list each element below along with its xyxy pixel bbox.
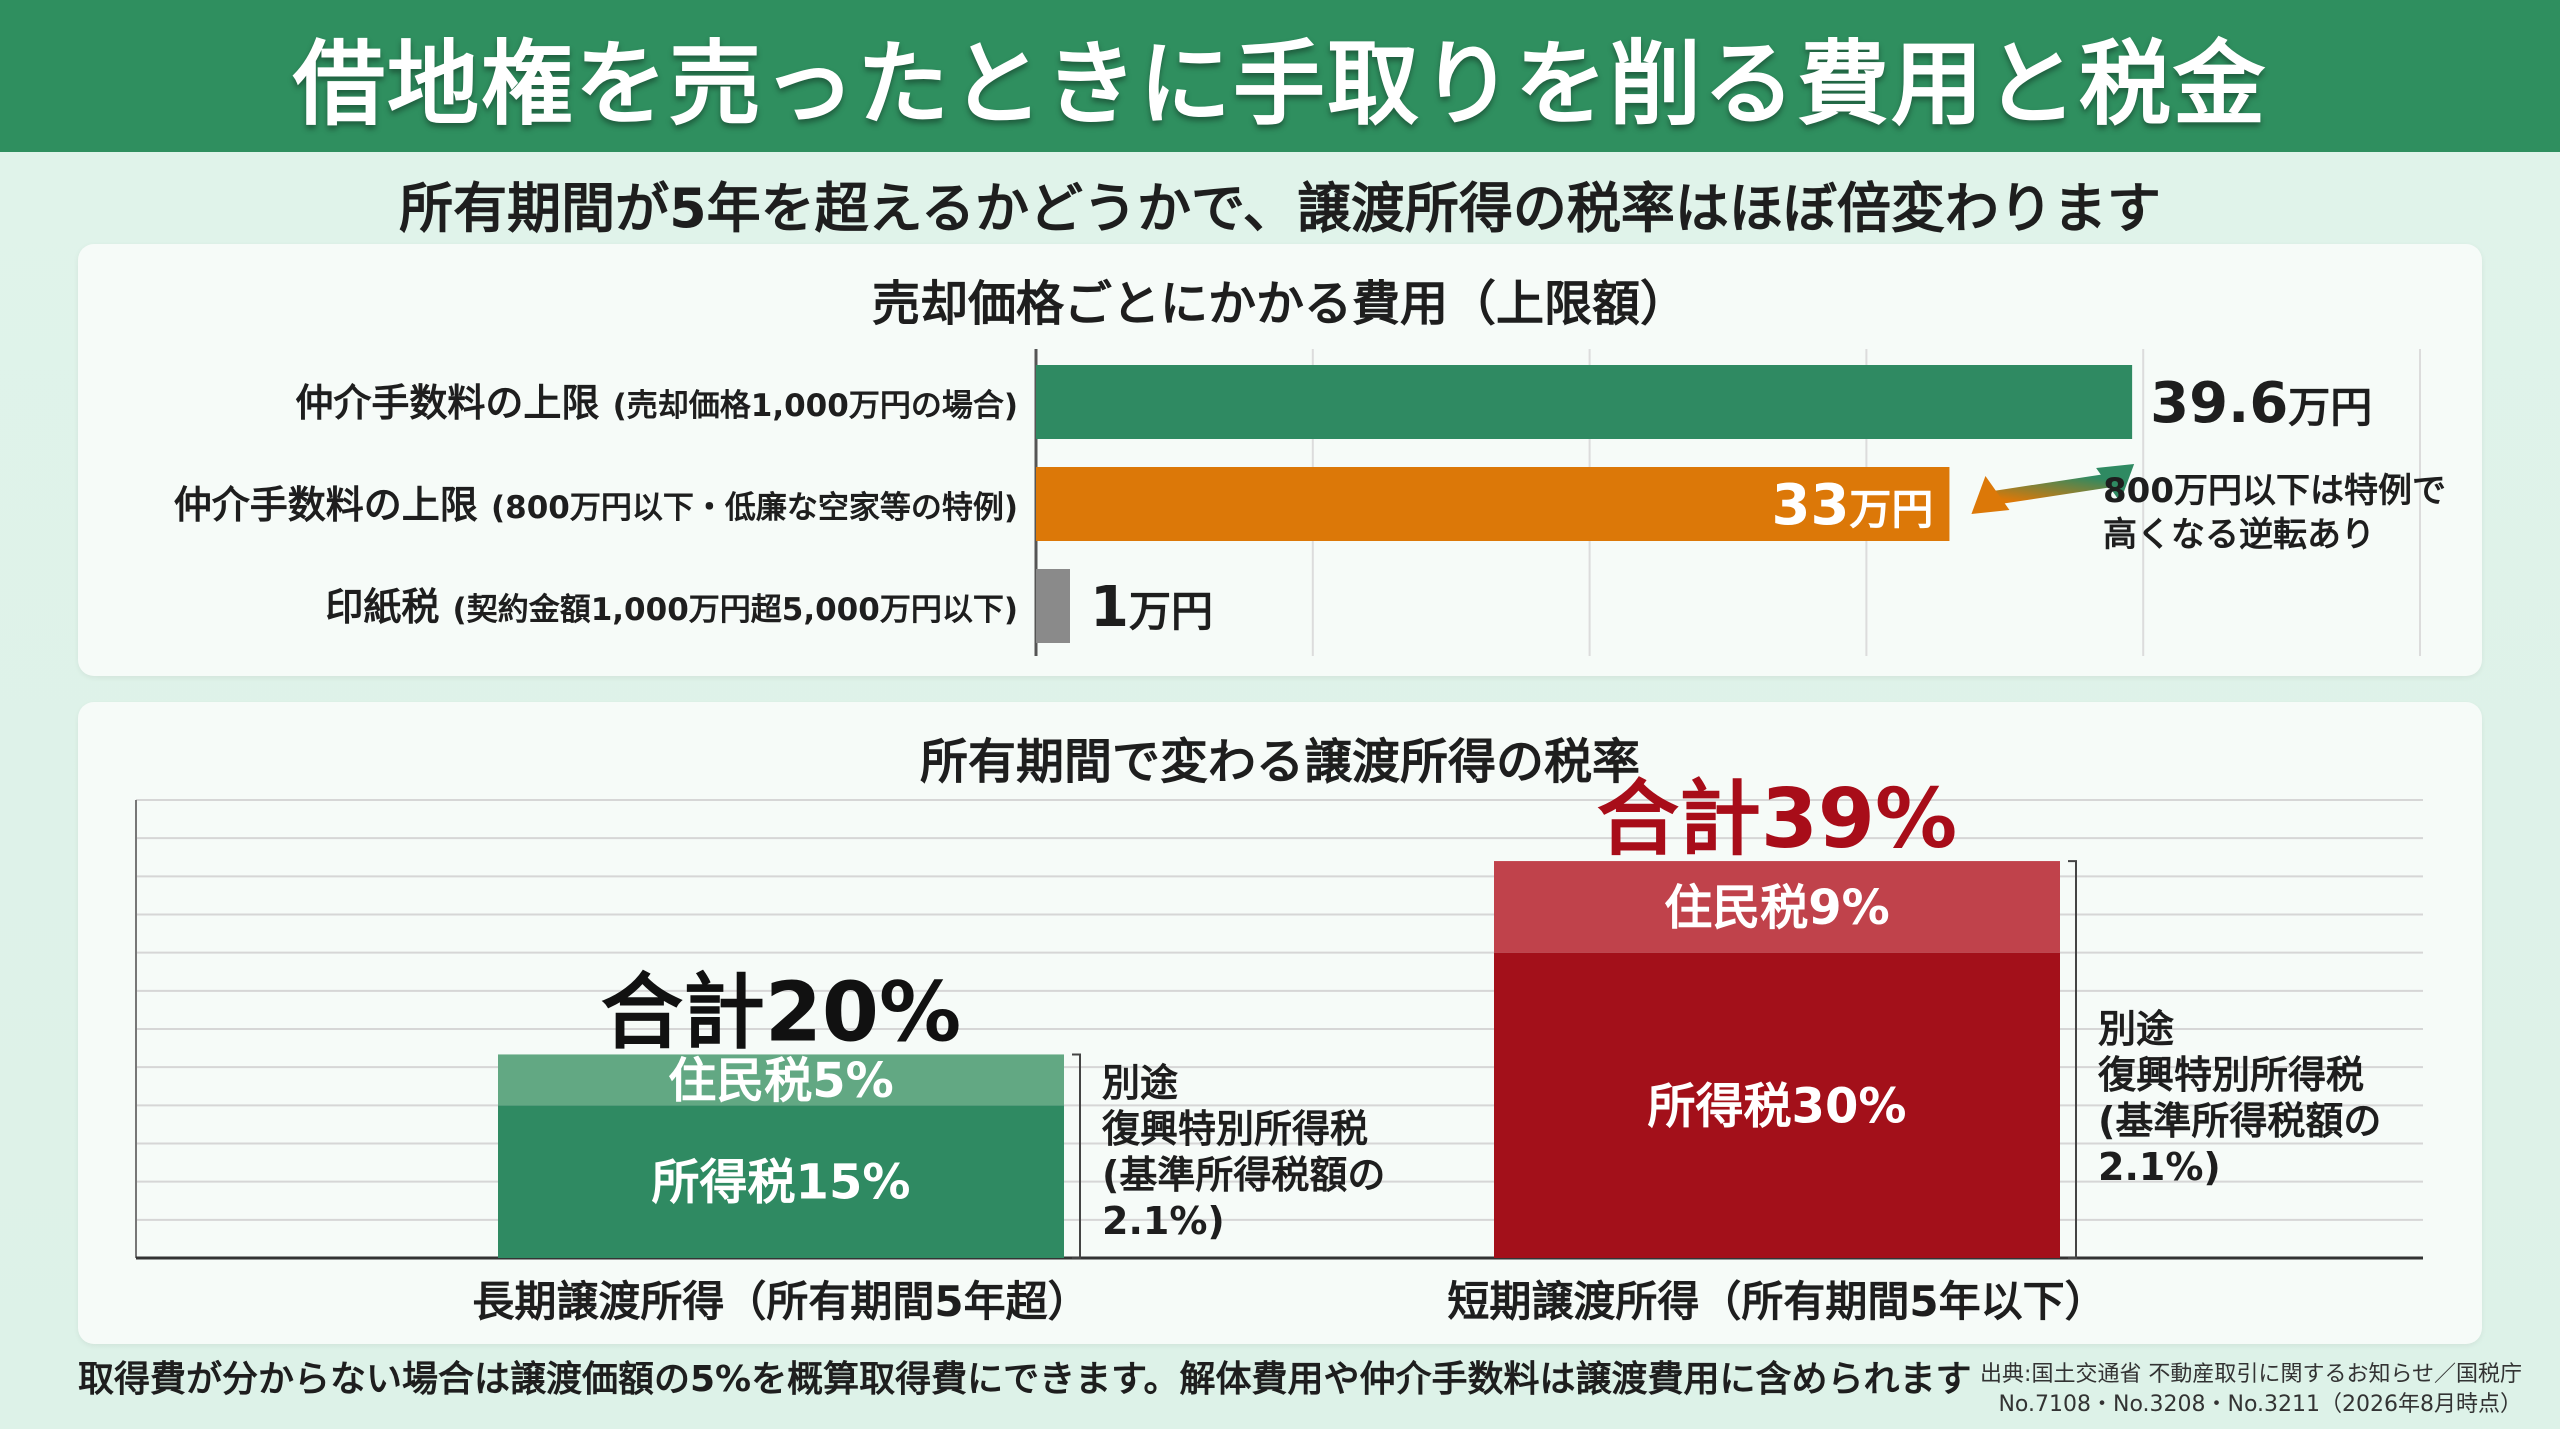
stack-seg-0-0 [498, 1105, 1064, 1258]
side-note-line-0-0: 別途 [1102, 1061, 1178, 1105]
segment-label-1-1: 住民税9% [1664, 880, 1890, 936]
category-main-2: 印紙税 [325, 585, 452, 629]
value-num-2: 1 [1090, 575, 1129, 640]
reversal-annotation-line-1: 高くなる逆転あり [2103, 515, 2375, 555]
stack-seg-1-0 [1494, 952, 2060, 1258]
cost-bar-chart: 仲介手数料の上限 (売却価格1,000万円の場合)仲介手数料の上限 (800万円… [174, 349, 2446, 656]
stack-seg-1-1 [1494, 861, 2060, 953]
segment-label-0-1: 住民税5% [668, 1053, 894, 1109]
value-label-0: 39.6万円 [2150, 371, 2372, 436]
cost-chart-title: 売却価格ごとにかかる費用（上限額） [871, 276, 1688, 332]
category-label-1: 短期譲渡所得（所有期間5年以下） [1447, 1277, 2106, 1326]
cost-chart-panel: 売却価格ごとにかかる費用（上限額） 仲介手数料の上限 (売却価格1,000万円の… [78, 244, 2482, 676]
source-line-1: 出典:国土交通省 不動産取引に関するお知らせ／国税庁 [1980, 1362, 2522, 1387]
stack-seg-0-1 [498, 1054, 1064, 1106]
category-detail-1: (800万円以下・低廉な空家等の特例) [491, 490, 1018, 526]
side-note-line-1-3: 2.1%) [2098, 1145, 2221, 1189]
side-note-line-0-2: (基準所得税額の [1102, 1153, 1385, 1197]
reversal-annotation: 800万円以下は特例で高くなる逆転あり [2103, 471, 2446, 555]
side-note-line-1-0: 別途 [2098, 1007, 2174, 1051]
footnote: 取得費が分からない場合は譲渡価額の5%を概算取得費にできます。解体費用や仲介手数… [78, 1359, 1972, 1400]
category-label-1: 仲介手数料の上限 (800万円以下・低廉な空家等の特例) [174, 483, 1018, 527]
category-main-0: 仲介手数料の上限 [295, 381, 612, 425]
value-label-2: 1万円 [1090, 575, 1213, 640]
side-note-line-1-1: 復興特別所得税 [2097, 1053, 2364, 1097]
category-detail-0: (売却価格1,000万円の場合) [613, 388, 1018, 424]
tax-chart-panel: 所有期間で変わる譲渡所得の税率 所得税15% 住民税5% 合計20% 長期譲渡所得（所… [78, 702, 2482, 1344]
side-note-0: 別途復興特別所得税(基準所得税額の 2.1%) [1101, 1061, 1385, 1243]
bar-0 [1036, 365, 2133, 439]
tax-rate-chart: 所得税15%住民税5%合計20%長期譲渡所得（所有期間5年超）別途復興特別所得税… [135, 772, 2423, 1326]
source-line-2: No.7108・No.3208・No.3211（2026年8月時点） [1998, 1392, 2522, 1417]
total-label-0: 合計20% [601, 965, 961, 1060]
side-note-line-0-1: 復興特別所得税 [1101, 1107, 1368, 1151]
side-note-line-0-3: 2.1%) [1102, 1199, 1225, 1243]
side-note-line-1-2: (基準所得税額の [2098, 1099, 2381, 1143]
side-note-1: 別途復興特別所得税(基準所得税額の 2.1%) [2097, 1007, 2381, 1189]
reversal-arrow-head-green [2096, 464, 2135, 502]
value-unit-1: 万円 [1849, 485, 1933, 534]
value-num-1: 33 [1771, 473, 1849, 538]
segment-label-1-0: 所得税30% [1648, 1078, 1907, 1134]
reversal-arrow-head-orange [1971, 476, 2010, 514]
category-label-0: 長期譲渡所得（所有期間5年超） [472, 1277, 1089, 1326]
category-label-0: 仲介手数料の上限 (売却価格1,000万円の場合) [295, 381, 1018, 425]
page-title: 借地権を売ったときに手取りを削る費用と税金 [292, 30, 2267, 138]
category-label-2: 印紙税 (契約金額1,000万円超5,000万円以下) [325, 585, 1018, 629]
page-subtitle: 所有期間が5年を超えるかどうかで、譲渡所得の税率はほぼ倍変わります [399, 177, 2161, 240]
header-bar: 借地権を売ったときに手取りを削る費用と税金 [0, 0, 2560, 152]
reversal-annotation-line-0: 800万円以下は特例で [2103, 471, 2446, 511]
segment-label-0-0: 所得税15% [652, 1155, 911, 1211]
value-label-1: 33万円 [1771, 473, 1933, 538]
total-label-1: 合計39% [1597, 772, 1957, 867]
value-unit-0: 万円 [2288, 383, 2372, 432]
source-note: 出典:国土交通省 不動産取引に関するお知らせ／国税庁 No.7108・No.32… [1980, 1360, 2522, 1420]
bar-2 [1036, 569, 1070, 643]
value-num-0: 39.6 [2150, 371, 2288, 436]
category-detail-2: (契約金額1,000万円超5,000万円以下) [453, 592, 1018, 628]
bar-1 [1036, 467, 1950, 541]
category-main-1: 仲介手数料の上限 [174, 483, 491, 527]
bracket-0 [1072, 1053, 1081, 1259]
bracket-1 [2068, 860, 2077, 1259]
reversal-arrow-shaft [1992, 473, 2114, 505]
value-unit-2: 万円 [1129, 587, 1213, 636]
tax-chart-title: 所有期間で変わる譲渡所得の税率 [919, 734, 1640, 790]
